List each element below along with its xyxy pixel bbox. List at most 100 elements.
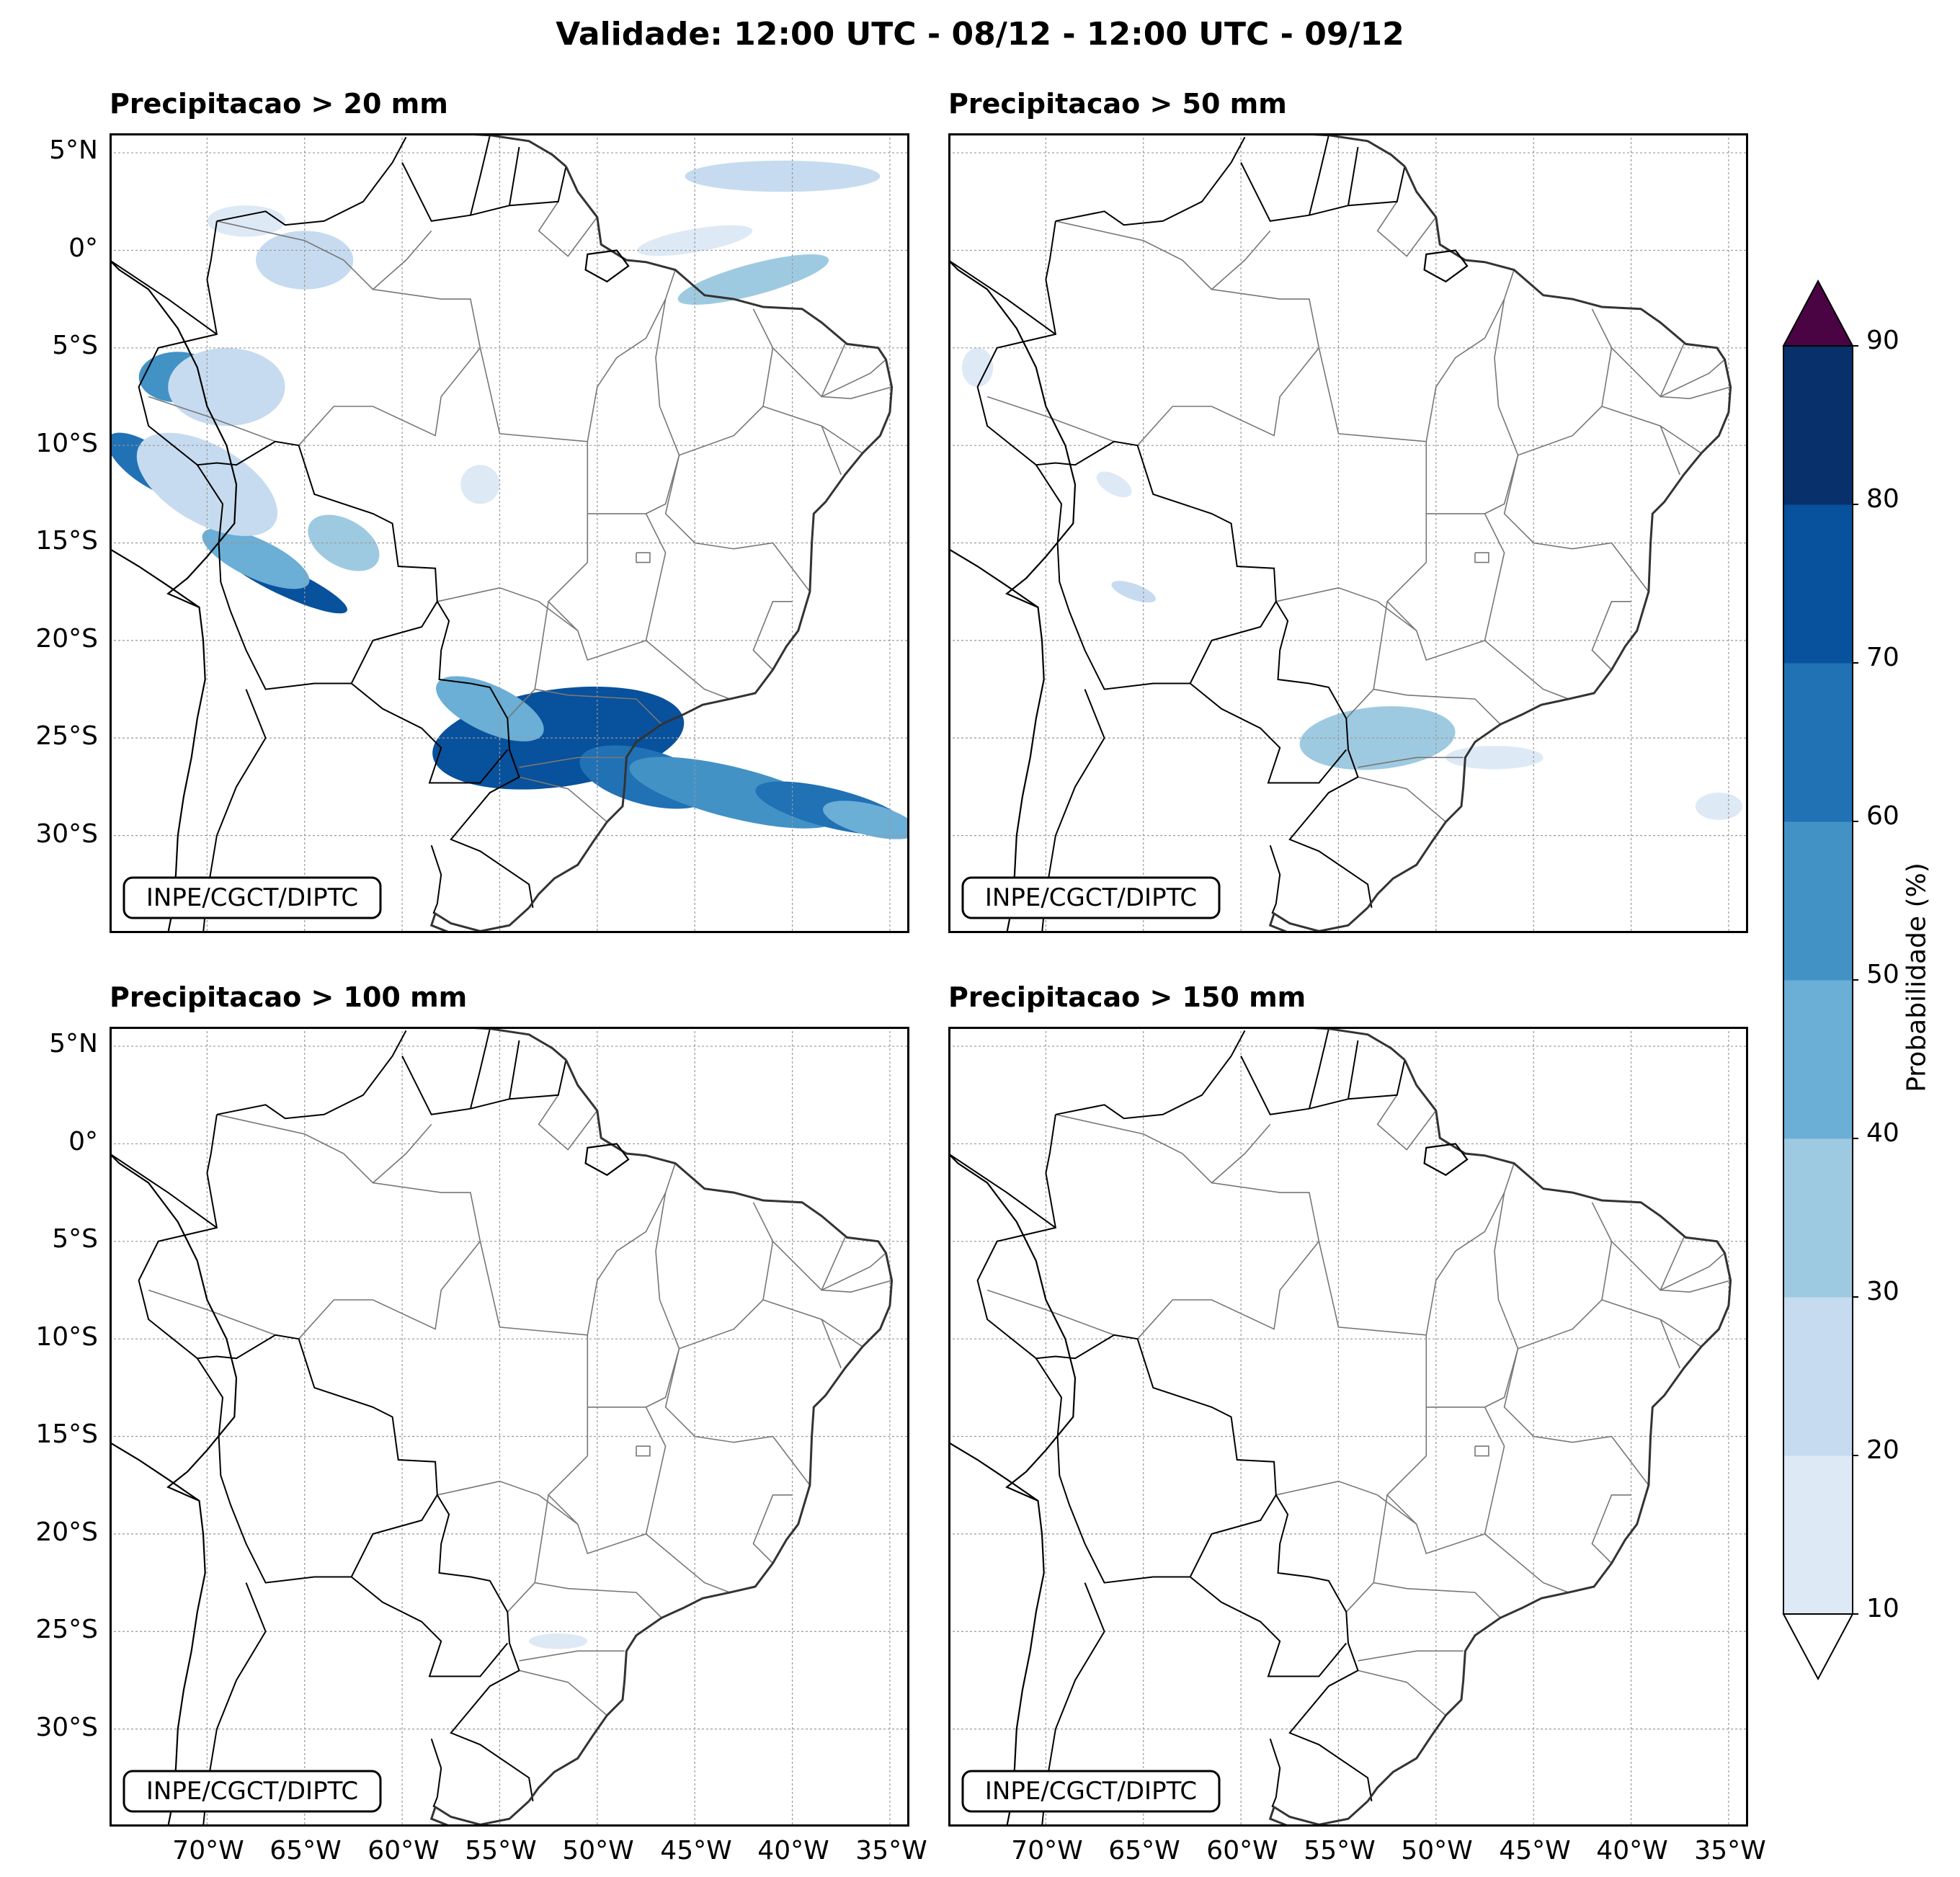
state-border bbox=[821, 425, 842, 476]
country-border bbox=[469, 135, 491, 215]
state-border bbox=[587, 298, 680, 514]
lon-tick-label: 60°W bbox=[368, 1836, 440, 1865]
state-border bbox=[821, 1319, 842, 1369]
state-border bbox=[437, 1480, 579, 1525]
lat-tick-label: 5°S bbox=[52, 1224, 98, 1254]
state-border bbox=[216, 220, 432, 290]
lat-tick-label: 25°S bbox=[35, 721, 98, 751]
state-border bbox=[1474, 552, 1489, 563]
lon-tick-label: 45°W bbox=[660, 1836, 732, 1865]
country-border bbox=[509, 1040, 520, 1100]
state-border bbox=[1386, 513, 1505, 661]
country-border bbox=[1055, 1030, 1246, 1120]
lat-tick-label: 30°S bbox=[35, 1713, 98, 1742]
map-panel-20mm: INPE/CGCT/DIPTC bbox=[110, 133, 909, 933]
coastline-island bbox=[584, 1143, 630, 1177]
state-border bbox=[1386, 1406, 1505, 1555]
state-border bbox=[148, 396, 276, 442]
coastline bbox=[110, 1441, 200, 1502]
map-frame bbox=[948, 133, 1748, 933]
state-border bbox=[1275, 1480, 1417, 1525]
state-border bbox=[547, 1406, 667, 1555]
map-frame bbox=[948, 1027, 1748, 1827]
map-content bbox=[110, 133, 909, 933]
colorbar-label: Probabilidade (%) bbox=[1902, 862, 1932, 1092]
state-border bbox=[587, 1163, 676, 1335]
state-border bbox=[1345, 1582, 1374, 1613]
state-border bbox=[1358, 776, 1446, 823]
state-border bbox=[752, 600, 793, 671]
state-border bbox=[1318, 1241, 1427, 1336]
state-border bbox=[664, 455, 811, 592]
country-border bbox=[976, 1114, 1373, 1801]
state-border bbox=[538, 201, 598, 257]
colorbar-tick-label: 30 bbox=[1866, 1277, 1899, 1306]
colorbar-segment bbox=[1783, 821, 1853, 981]
colorbar-tick-label: 90 bbox=[1866, 326, 1899, 355]
coastline bbox=[110, 548, 200, 608]
state-border bbox=[821, 1280, 892, 1293]
colorbar-extend-min bbox=[1782, 1613, 1854, 1681]
coastline bbox=[429, 906, 530, 933]
country-border bbox=[1055, 136, 1246, 226]
map-frame bbox=[110, 133, 909, 933]
country-border bbox=[401, 1056, 567, 1115]
lat-tick-label: 0° bbox=[68, 233, 98, 263]
country-border bbox=[948, 1153, 1056, 1229]
probability-area bbox=[460, 465, 500, 504]
colorbar-segment bbox=[1783, 504, 1853, 664]
state-border bbox=[1474, 1445, 1489, 1457]
map-background bbox=[948, 133, 1748, 933]
state-border bbox=[1358, 1650, 1464, 1662]
colorbar-segment bbox=[1783, 1297, 1853, 1456]
coastline bbox=[527, 1059, 894, 1802]
state-border bbox=[507, 1582, 535, 1613]
state-border bbox=[1503, 455, 1649, 592]
lat-tick-label: 25°S bbox=[35, 1615, 98, 1644]
country-border bbox=[1269, 1738, 1281, 1808]
lat-tick-label: 30°S bbox=[35, 819, 98, 849]
state-border bbox=[1503, 1348, 1649, 1486]
state-border bbox=[1425, 1192, 1519, 1408]
country-border bbox=[138, 1114, 534, 1801]
country-border bbox=[1190, 682, 1348, 784]
state-border bbox=[762, 1299, 863, 1347]
credit-box bbox=[961, 1770, 1221, 1813]
lon-tick-label: 70°W bbox=[1011, 1836, 1083, 1865]
state-border bbox=[1660, 386, 1731, 400]
colorbar-extend-max bbox=[1782, 279, 1854, 347]
lon-tick-label: 50°W bbox=[1401, 1836, 1473, 1865]
country-border bbox=[110, 1153, 218, 1229]
state-border bbox=[772, 1237, 846, 1291]
state-border bbox=[587, 269, 676, 442]
coastline bbox=[1366, 166, 1732, 909]
state-border bbox=[645, 640, 731, 700]
state-border bbox=[519, 1669, 607, 1716]
map-content bbox=[948, 133, 1748, 933]
state-border bbox=[587, 1192, 680, 1408]
state-border bbox=[1275, 587, 1417, 632]
lat-tick-label: 5°S bbox=[52, 331, 98, 360]
coastline bbox=[948, 1153, 1077, 1827]
state-border bbox=[1611, 344, 1685, 398]
coastline bbox=[1268, 1800, 1369, 1827]
state-border bbox=[534, 601, 662, 725]
colorbar-tick-label: 70 bbox=[1866, 643, 1899, 672]
map-frame bbox=[110, 1027, 909, 1827]
colorbar-tick-label: 60 bbox=[1866, 801, 1899, 831]
coastline-island bbox=[1423, 1143, 1469, 1177]
state-border bbox=[538, 1094, 598, 1151]
state-border bbox=[1137, 288, 1320, 446]
lon-tick-label: 35°W bbox=[1694, 1836, 1766, 1865]
coastline bbox=[110, 259, 238, 933]
state-border bbox=[1376, 1094, 1437, 1151]
state-border bbox=[298, 288, 481, 446]
state-border bbox=[1484, 1533, 1569, 1593]
state-border bbox=[1318, 347, 1427, 442]
state-border bbox=[1358, 757, 1464, 768]
state-border bbox=[1660, 1252, 1726, 1291]
coastline bbox=[1268, 906, 1369, 933]
panel-title-50mm: Precipitacao > 50 mm bbox=[948, 88, 1287, 120]
country-border bbox=[469, 1028, 491, 1109]
